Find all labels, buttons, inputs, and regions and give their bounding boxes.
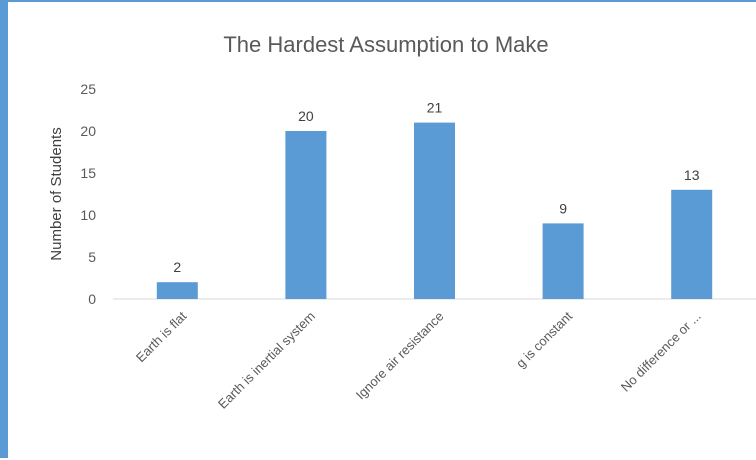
bar-value-label: 9 — [559, 200, 567, 216]
bar — [156, 282, 198, 299]
chart-title: The Hardest Assumption to Make — [223, 32, 548, 57]
bar — [671, 189, 713, 299]
y-tick-label: 25 — [80, 81, 96, 97]
bar — [542, 223, 584, 299]
category-label: Earth is inertial system — [215, 309, 318, 412]
y-axis-label: Number of Students — [48, 127, 65, 260]
y-tick-label: 5 — [88, 249, 96, 265]
bars-group — [156, 122, 713, 299]
bar-chart: The Hardest Assumption to Make Number of… — [48, 32, 756, 412]
bar — [414, 122, 455, 299]
category-label: Earth is flat — [133, 308, 190, 365]
y-tick-label: 10 — [80, 207, 96, 223]
category-labels-group: Earth is flat Earth is inertial system Ign… — [133, 308, 704, 411]
category-label: Ignore air resistance — [353, 309, 447, 403]
y-tick-label: 15 — [80, 165, 96, 181]
bar-value-label: 13 — [684, 167, 700, 183]
data-labels-group: 2 20 21 9 13 — [173, 100, 699, 276]
y-tick-label: 20 — [80, 123, 96, 139]
bar-value-label: 20 — [298, 108, 314, 124]
category-label: g is constant — [513, 308, 575, 370]
category-label: No difference or ... — [618, 309, 704, 395]
y-tick-label: 0 — [88, 291, 96, 307]
bar-value-label: 2 — [173, 259, 181, 275]
bar-value-label: 21 — [427, 100, 443, 116]
bar — [285, 131, 327, 299]
y-axis-ticks: 0 5 10 15 20 25 — [80, 81, 96, 307]
